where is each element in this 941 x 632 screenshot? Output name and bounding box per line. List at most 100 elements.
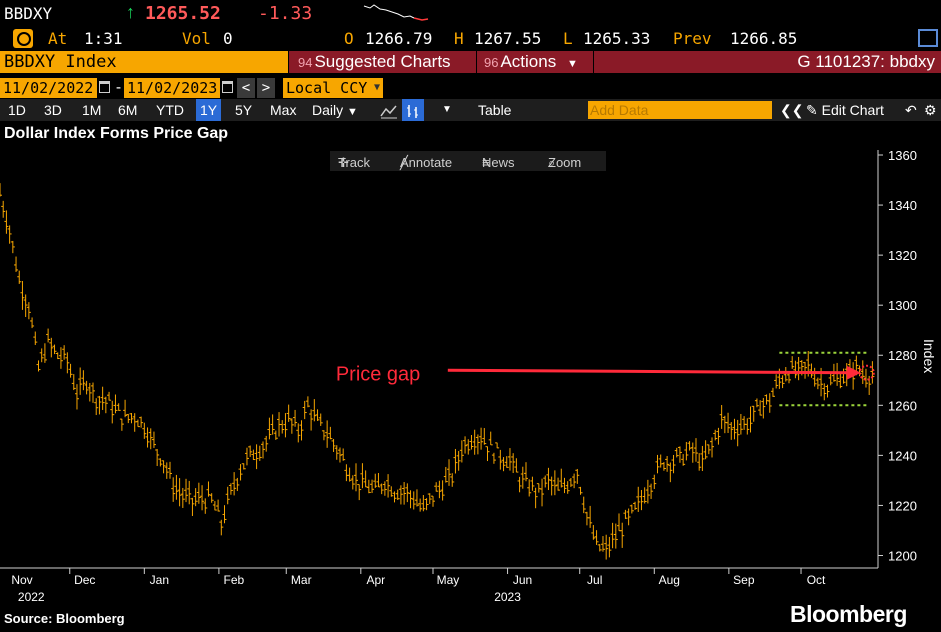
- price-series: [0, 183, 875, 560]
- annotation-layer: Price gap: [336, 363, 875, 385]
- settings-icon[interactable]: ⚙: [924, 102, 937, 118]
- at-label: At: [48, 29, 68, 48]
- prev-label: Prev: [673, 29, 712, 48]
- period-1m[interactable]: 1M: [82, 102, 102, 118]
- period-3d[interactable]: 3D: [44, 102, 62, 118]
- prev-value: 1266.85: [730, 29, 798, 48]
- quote-bar: BBDXY ↑ 1265.52 -1.33: [0, 0, 941, 27]
- ticker-symbol[interactable]: BBDXY: [4, 4, 53, 23]
- period-1d[interactable]: 1D: [8, 102, 26, 118]
- menu-divider: [476, 51, 477, 73]
- clock-icon[interactable]: [13, 29, 33, 48]
- suggested-charts-label: Suggested Charts: [314, 52, 451, 71]
- gap-band: [779, 351, 868, 407]
- last-price: 1265.52: [145, 3, 221, 24]
- annotation-arrow-head: [846, 365, 861, 380]
- x-tick-label: Jun: [513, 573, 532, 587]
- stats-bar: At 1:31 Vol 0 O 1266.79 H 1267.55 L 1265…: [0, 27, 941, 51]
- period-1y[interactable]: 1Y: [196, 99, 222, 121]
- actions-label: Actions: [500, 52, 557, 71]
- at-value: 1:31: [84, 29, 123, 48]
- period-max[interactable]: Max: [270, 102, 297, 118]
- bar-chart-icon[interactable]: [402, 99, 424, 121]
- menu-divider: [593, 51, 594, 73]
- up-arrow-icon: ↑: [126, 2, 135, 22]
- edit-chart-label: Edit Chart: [821, 102, 884, 118]
- date-dash: -: [114, 78, 124, 96]
- y-tick-label: 1360: [888, 148, 917, 163]
- security-bar: BBDXY Index 94 Suggested Charts 96 Actions…: [0, 51, 941, 73]
- add-data-input[interactable]: Add Data: [588, 101, 772, 119]
- y-tick-label: 1240: [888, 448, 917, 463]
- end-date-input[interactable]: 11/02/2023: [124, 78, 220, 98]
- x-tick-label: Jan: [150, 573, 169, 587]
- undo-icon[interactable]: ↶: [905, 102, 917, 118]
- x-tick-label: Sep: [733, 573, 755, 587]
- x-tick-label: Mar: [291, 573, 312, 587]
- y-axis: 1200 1220 1240 1260 1280 1300 1320 1340 1360 Inde…: [877, 148, 937, 568]
- calendar-icon[interactable]: [222, 81, 233, 93]
- pencil-icon: ✎: [806, 102, 818, 118]
- x-tick-label: May: [437, 573, 460, 587]
- annotation-label: Price gap: [336, 363, 421, 385]
- x-tick-label: Dec: [74, 573, 95, 587]
- currency-select[interactable]: Local CCY ▼: [283, 78, 383, 98]
- period-5y[interactable]: 5Y: [235, 102, 253, 118]
- y-tick-label: 1260: [888, 398, 917, 413]
- year-label: 2022: [18, 590, 45, 604]
- x-tick-label: Aug: [659, 573, 680, 587]
- x-tick-label: Oct: [807, 573, 826, 587]
- year-label: 2023: [494, 590, 521, 604]
- chart-toolbar: 1D 3D 1M 6M YTD 1Y 5Y Max Daily ▼ ▼ Tabl…: [0, 99, 941, 121]
- annotation-marker: [858, 364, 875, 381]
- sparkline-icon: [363, 4, 429, 21]
- date-range-bar: 11/02/2022 - 11/02/2023 < > Local CCY ▼: [0, 78, 941, 99]
- open-value: 1266.79: [365, 29, 433, 48]
- period-6m[interactable]: 6M: [118, 102, 138, 118]
- actions-menu[interactable]: 96 Actions ▼: [484, 51, 578, 73]
- suggested-charts-menu[interactable]: 94 Suggested Charts: [298, 51, 451, 73]
- pen-icon: ╱: [400, 155, 408, 170]
- low-label: L: [563, 29, 573, 48]
- currency-value: Local CCY: [286, 79, 368, 97]
- prev-period-button[interactable]: <: [237, 78, 255, 98]
- caret-down-icon: ▼: [347, 106, 358, 118]
- line-chart-icon[interactable]: [380, 99, 398, 121]
- chart-tools-bar: ✛ Track ╱ Annotate ≡ News ⌕ Zoom: [330, 151, 606, 171]
- collapse-icon[interactable]: ❮❮: [780, 102, 804, 118]
- vol-label: Vol: [182, 29, 211, 48]
- table-button[interactable]: Table: [478, 102, 512, 118]
- period-ytd[interactable]: YTD: [156, 102, 184, 118]
- actions-number: 96: [484, 55, 499, 70]
- news-icon: ≡: [482, 155, 490, 170]
- suggested-charts-number: 94: [298, 55, 313, 70]
- x-tick-label: Jul: [587, 573, 602, 587]
- vol-value: 0: [223, 29, 233, 48]
- bloomberg-logo: Bloomberg: [790, 601, 907, 627]
- next-period-button[interactable]: >: [257, 78, 275, 98]
- edit-chart-button[interactable]: ✎ Edit Chart: [806, 99, 884, 121]
- y-axis-label: Index: [921, 339, 937, 373]
- security-name[interactable]: BBDXY Index: [0, 51, 288, 73]
- news-label: News: [482, 155, 515, 170]
- expand-icon[interactable]: [918, 29, 938, 47]
- start-date-input[interactable]: 11/02/2022: [0, 78, 97, 98]
- x-tick-label: Feb: [224, 573, 245, 587]
- track-label: Track: [338, 155, 371, 170]
- x-axis: Nov Dec Jan Feb Mar Apr May Jun Jul Aug Sep Oct 2022…: [0, 567, 878, 604]
- calendar-icon[interactable]: [99, 81, 110, 93]
- zoom-label: Zoom: [548, 155, 582, 170]
- y-tick-label: 1220: [888, 498, 917, 513]
- caret-down-icon[interactable]: ▼: [442, 104, 452, 115]
- high-value: 1267.55: [474, 29, 542, 48]
- annotation-arrow-line: [447, 368, 853, 375]
- menu-divider: [288, 51, 289, 73]
- y-tick-label: 1280: [888, 348, 917, 363]
- price-change: -1.33: [258, 3, 313, 24]
- frequency-select[interactable]: Daily ▼: [312, 99, 358, 121]
- magnifier-icon: ⌕: [548, 155, 556, 170]
- price-chart[interactable]: Price gap 1200 1220 1240 1260 1280 1300 1320 13…: [0, 140, 941, 610]
- open-label: O: [344, 29, 354, 48]
- x-tick-label: Apr: [366, 573, 385, 587]
- y-tick-label: 1300: [888, 298, 917, 313]
